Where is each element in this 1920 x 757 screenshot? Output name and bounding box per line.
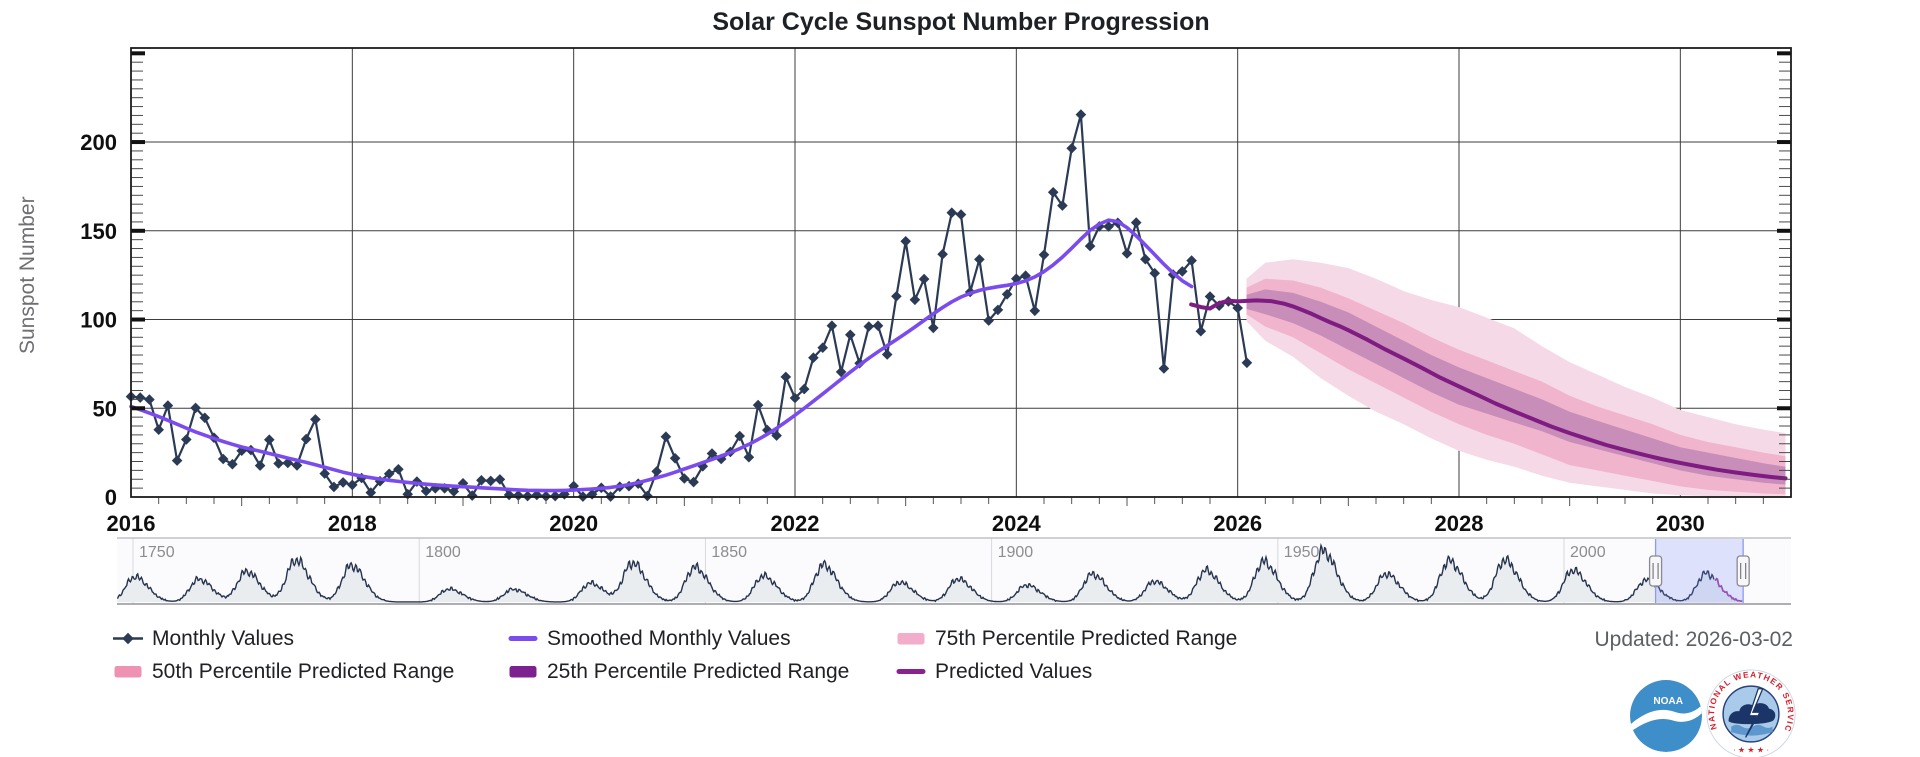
nws-logo: NATIONAL WEATHER SERVICE · ★ ★ ★ · (1706, 669, 1796, 757)
x-tick-label: 2018 (328, 511, 377, 536)
noaa-logo-text: NOAA (1653, 696, 1683, 707)
navigator-year-label: 1950 (1284, 544, 1320, 561)
legend-item-p50-range[interactable]: 50th Percentile Predicted Range (113, 660, 508, 684)
legend-item-label: 75th Percentile Predicted Range (935, 626, 1238, 650)
navigator-year-label: 1900 (998, 544, 1034, 561)
smoothed-monthly-values-marker (508, 636, 538, 641)
axis-labels: 0 50 100 150 200 2016 2018 2020 2022 2024 2026 2028… (80, 130, 1705, 536)
axis-ticks (131, 51, 1791, 506)
x-tick-label: 2020 (549, 511, 598, 536)
navigator-year-label: 1800 (425, 544, 461, 561)
navigator-handle-right[interactable] (1736, 555, 1750, 587)
updated-timestamp: Updated: 2026-03-02 (1594, 628, 1794, 651)
legend-item-label: Monthly Values (152, 626, 295, 650)
smoothed-values-series (129, 218, 1194, 493)
monthly-values-marker (113, 632, 143, 645)
navigator-prediction-line (1714, 577, 1743, 603)
predicted-values-marker (896, 669, 926, 674)
y-tick-label: 100 (80, 308, 117, 333)
prediction-bands (1246, 259, 1786, 497)
p25-range-marker (509, 666, 537, 678)
nws-logo-lightning (1745, 688, 1764, 738)
x-tick-label: 2022 (771, 511, 820, 536)
noaa-logo-seagull (1630, 703, 1702, 734)
chart-title: Solar Cycle Sunspot Number Progression (712, 8, 1210, 36)
legend-item-label: 50th Percentile Predicted Range (152, 659, 455, 683)
navigator-selection[interactable] (1655, 539, 1744, 603)
x-tick-label: 2028 (1435, 511, 1484, 536)
navigator[interactable]: 1750 1800 1850 1900 1950 2000 (116, 537, 1791, 605)
y-tick-label: 0 (105, 485, 117, 510)
chart-canvas: 0 50 100 150 200 2016 2018 2020 2022 2024 2026 2028… (80, 47, 1792, 605)
plot-border (130, 47, 1792, 498)
legend-item-label: 25th Percentile Predicted Range (547, 659, 850, 683)
navigator-history-line (116, 543, 1715, 603)
legend-item-smoothed-monthly-values[interactable]: Smoothed Monthly Values (508, 627, 896, 651)
x-tick-label: 2016 (107, 511, 156, 536)
navigator-area-fill (117, 545, 1743, 602)
navigator-handle-left[interactable] (1648, 555, 1663, 587)
x-tick-label: 2024 (992, 511, 1042, 536)
main-chart: 0 50 100 150 200 2016 2018 2020 2022 2024 2026 2028… (80, 47, 1792, 536)
legend-item-p75-range[interactable]: 75th Percentile Predicted Range (896, 627, 1456, 651)
chart-legend: Monthly Values Smoothed Monthly Values 75t… (113, 622, 1456, 688)
p75-range-marker (897, 633, 925, 645)
legend-item-label: Predicted Values (935, 659, 1093, 683)
legend-item-predicted-values[interactable]: Predicted Values (896, 660, 1456, 684)
x-tick-label: 2026 (1213, 511, 1262, 536)
noaa-logo: NOAA (1630, 680, 1702, 752)
band-25th-percentile (1246, 289, 1786, 485)
grid-lines (131, 48, 1791, 497)
y-tick-label: 200 (80, 130, 117, 155)
nws-logo-sea (1731, 724, 1773, 736)
navigator-year-label: 1750 (139, 544, 175, 561)
monthly-values-series (125, 109, 1253, 502)
y-tick-label: 150 (80, 219, 117, 244)
p50-range-marker (114, 666, 142, 678)
x-tick-label: 2030 (1656, 511, 1705, 536)
agency-logos: NOAA NATIONAL WEATHER SERVICE · ★ ★ ★ · (1630, 669, 1800, 757)
legend-item-monthly-values[interactable]: Monthly Values (113, 627, 508, 651)
y-tick-label: 50 (93, 396, 117, 421)
predicted-values-series (1189, 298, 1788, 481)
nws-logo-stars: · ★ ★ ★ · (1733, 746, 1769, 755)
legend-item-label: Smoothed Monthly Values (547, 626, 791, 650)
navigator-year-label: 2000 (1570, 544, 1606, 561)
legend-item-p25-range[interactable]: 25th Percentile Predicted Range (508, 660, 896, 684)
navigator-year-label: 1850 (711, 544, 747, 561)
monthly-values-markers (125, 109, 1253, 502)
